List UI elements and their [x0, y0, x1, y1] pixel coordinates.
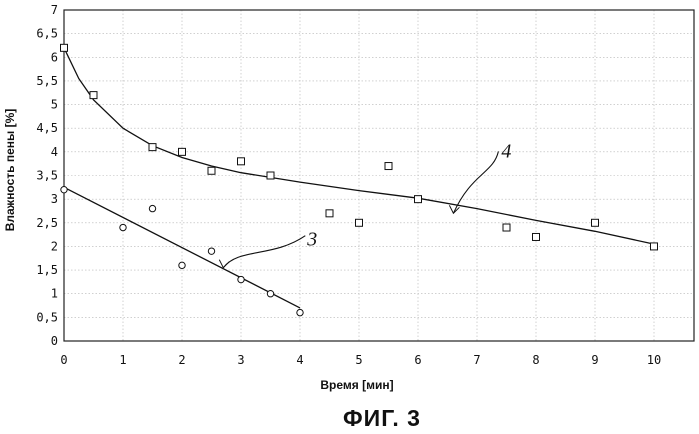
grid	[64, 10, 694, 341]
point-series-4	[503, 224, 510, 231]
point-series-3	[149, 205, 155, 211]
point-series-4	[238, 158, 245, 165]
point-series-4	[326, 210, 333, 217]
x-tick-label: 7	[473, 353, 480, 367]
y-tick-label: 2,5	[36, 216, 58, 230]
y-tick-label: 5,5	[36, 74, 58, 88]
point-series-4	[651, 243, 658, 250]
x-tick-label: 8	[532, 353, 539, 367]
y-tick-label: 0,5	[36, 310, 58, 324]
callout-leader-3	[223, 236, 305, 268]
point-series-4	[90, 92, 97, 99]
x-tick-label: 4	[296, 353, 303, 367]
x-tick-label: 3	[237, 353, 244, 367]
x-tick-label: 6	[414, 353, 421, 367]
y-tick-label: 6	[51, 50, 58, 64]
point-series-4	[385, 163, 392, 170]
callout-label-3: 3	[306, 229, 317, 251]
x-tick-label: 9	[591, 353, 598, 367]
data-points	[61, 44, 658, 315]
y-tick-label: 7	[51, 3, 58, 17]
x-tick-label: 10	[647, 353, 661, 367]
x-tick-label: 1	[119, 353, 126, 367]
point-series-3	[208, 248, 214, 254]
point-series-3	[120, 224, 126, 230]
point-series-4	[267, 172, 274, 179]
point-series-3	[61, 186, 67, 192]
y-tick-label: 4,5	[36, 121, 58, 135]
figure-caption: ФИГ. 3	[343, 405, 421, 431]
point-series-3	[267, 291, 273, 297]
x-tick-label: 2	[178, 353, 185, 367]
y-tick-label: 6,5	[36, 27, 58, 41]
point-series-4	[356, 219, 363, 226]
y-tick-label: 3,5	[36, 169, 58, 183]
point-series-4	[592, 219, 599, 226]
x-axis-title: Время [мин]	[320, 378, 393, 392]
y-tick-label: 0	[51, 334, 58, 348]
y-axis-title: Влажность пены [%]	[3, 109, 17, 232]
callout-arrowhead-3	[219, 260, 229, 268]
x-tick-label: 0	[60, 353, 67, 367]
point-series-4	[533, 233, 540, 240]
y-tick-label: 4	[51, 145, 58, 159]
callout-label-4: 4	[501, 140, 511, 162]
point-series-4	[179, 148, 186, 155]
y-tick-label: 2	[51, 239, 58, 253]
y-tick-label: 1,5	[36, 263, 58, 277]
x-tick-labels: 0 1 2 3 4 5 6 7 8 9 10	[60, 353, 661, 367]
callout-leader-4	[453, 151, 498, 213]
y-tick-label: 5	[51, 98, 58, 112]
point-series-4	[149, 144, 156, 151]
point-series-3	[238, 276, 244, 282]
trendline-3	[64, 187, 300, 308]
point-series-4	[208, 167, 215, 174]
y-tick-label: 1	[51, 287, 58, 301]
point-series-4	[61, 44, 68, 51]
y-tick-labels: 0 0,5 1 1,5 2 2,5 3 3,5 4 4,5 5 5,5 6 6,5 7	[36, 3, 58, 348]
y-tick-label: 3	[51, 192, 58, 206]
point-series-3	[297, 309, 303, 315]
point-series-3	[179, 262, 185, 268]
point-series-4	[415, 196, 422, 203]
trendlines	[64, 48, 654, 308]
x-tick-label: 5	[355, 353, 362, 367]
callouts: 43	[219, 140, 511, 267]
callout-arrowhead-4	[449, 205, 459, 213]
